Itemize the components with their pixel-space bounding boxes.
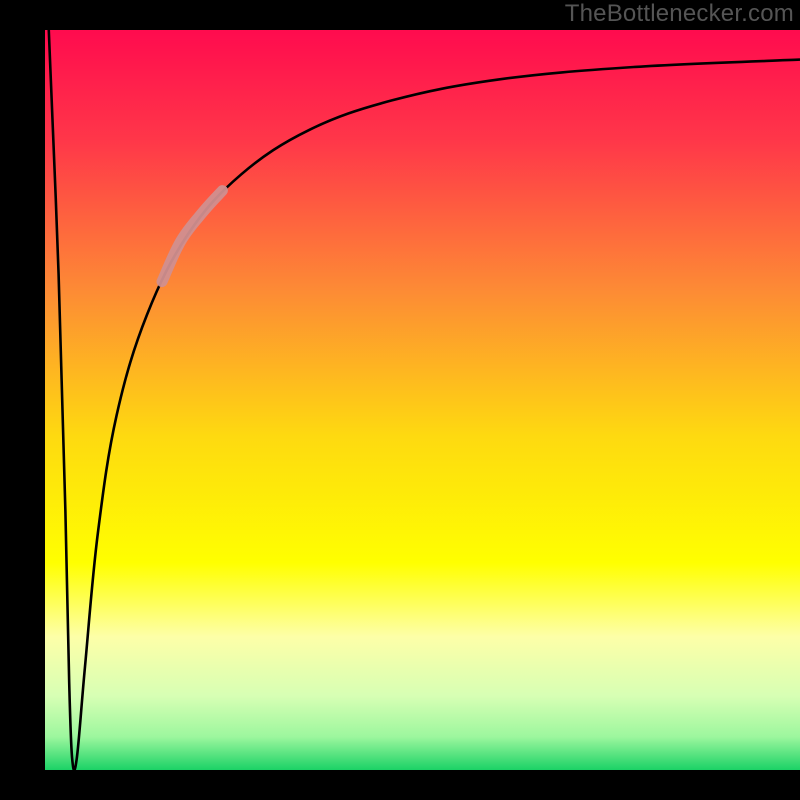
bottleneck-chart <box>0 0 800 800</box>
plot-background-gradient <box>45 30 800 770</box>
chart-stage: TheBottlenecker.com <box>0 0 800 800</box>
watermark-label: TheBottlenecker.com <box>565 0 794 28</box>
